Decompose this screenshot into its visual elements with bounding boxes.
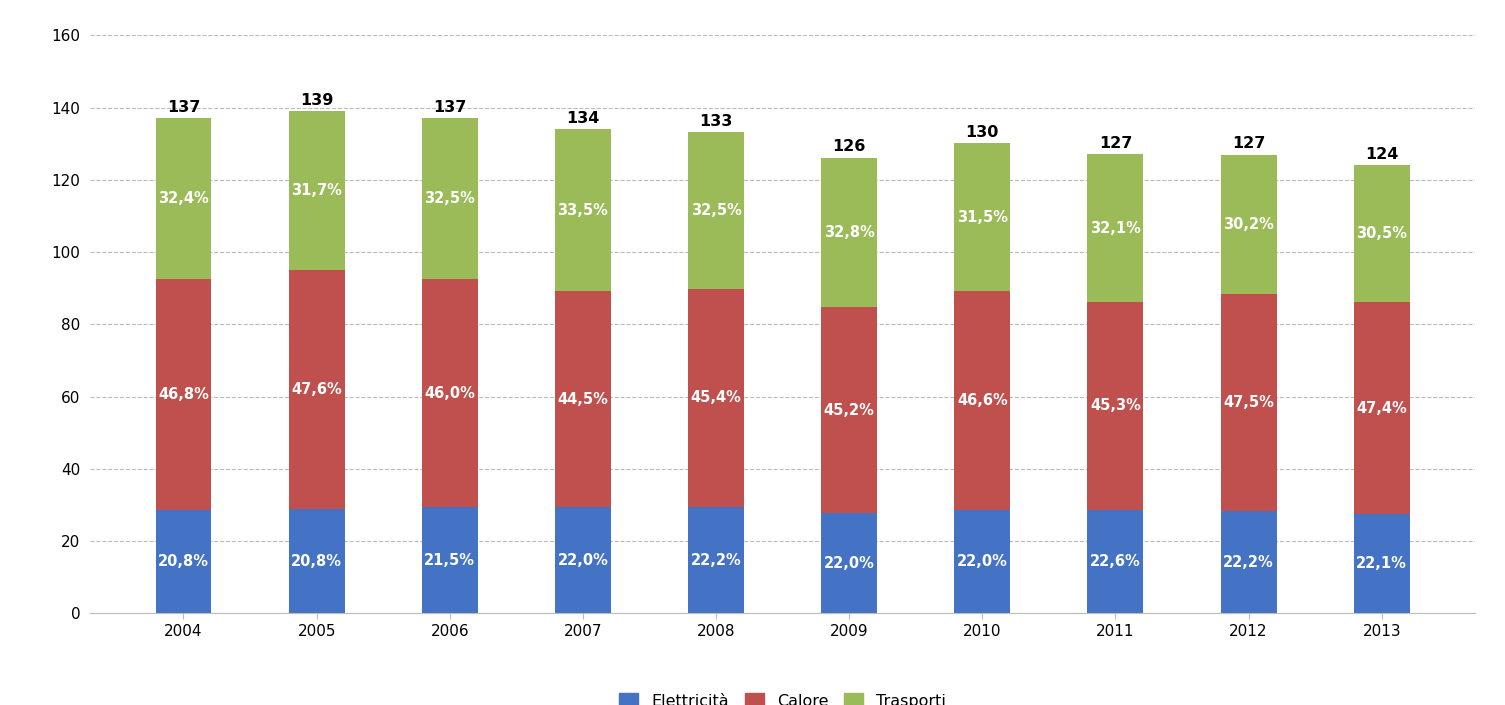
Bar [555, 291, 611, 507]
Bar [954, 143, 1010, 291]
Bar [421, 279, 477, 507]
Bar [1221, 512, 1276, 613]
Text: 44,5%: 44,5% [557, 391, 608, 407]
Text: 45,2%: 45,2% [823, 403, 874, 418]
Text: 22,2%: 22,2% [1224, 555, 1273, 570]
Text: 124: 124 [1365, 147, 1398, 161]
Bar [1354, 515, 1410, 613]
Bar [1088, 510, 1144, 613]
Text: 47,6%: 47,6% [292, 382, 342, 397]
Bar [421, 507, 477, 613]
Bar [421, 118, 477, 279]
Text: 137: 137 [433, 99, 467, 115]
Bar [155, 118, 211, 278]
Bar [555, 507, 611, 613]
Text: 126: 126 [832, 140, 865, 154]
Bar [688, 507, 743, 613]
Bar [1221, 293, 1276, 512]
Bar [1088, 154, 1144, 302]
Bar [155, 510, 211, 613]
Bar [1221, 155, 1276, 293]
Bar [289, 270, 345, 509]
Text: 133: 133 [700, 114, 733, 129]
Text: 22,2%: 22,2% [691, 553, 742, 568]
Bar [822, 158, 877, 307]
Text: 22,0%: 22,0% [557, 553, 608, 568]
Text: 20,8%: 20,8% [158, 554, 209, 570]
Text: 130: 130 [966, 125, 999, 140]
Text: 31,7%: 31,7% [290, 183, 342, 197]
Bar [1354, 302, 1410, 515]
Text: 139: 139 [299, 92, 333, 107]
Bar [289, 509, 345, 613]
Text: 45,4%: 45,4% [691, 390, 742, 405]
Text: 22,6%: 22,6% [1090, 554, 1141, 569]
Text: 33,5%: 33,5% [557, 203, 608, 218]
Text: 47,5%: 47,5% [1224, 395, 1275, 410]
Text: 22,0%: 22,0% [823, 556, 874, 571]
Text: 30,5%: 30,5% [1356, 226, 1407, 241]
Text: 47,4%: 47,4% [1356, 400, 1407, 416]
Text: 45,3%: 45,3% [1090, 398, 1141, 413]
Text: 134: 134 [566, 111, 599, 125]
Bar [822, 307, 877, 513]
Text: 21,5%: 21,5% [424, 553, 476, 568]
Text: 127: 127 [1099, 136, 1132, 151]
Bar [1088, 302, 1144, 510]
Bar [954, 291, 1010, 510]
Bar [688, 133, 743, 288]
Text: 32,5%: 32,5% [424, 191, 476, 207]
Text: 32,5%: 32,5% [691, 203, 742, 218]
Bar [688, 288, 743, 507]
Text: 31,5%: 31,5% [957, 209, 1008, 225]
Bar [954, 510, 1010, 613]
Text: 32,8%: 32,8% [823, 226, 874, 240]
Bar [289, 111, 345, 270]
Text: 30,2%: 30,2% [1224, 216, 1275, 232]
Bar [555, 129, 611, 291]
Text: 46,0%: 46,0% [424, 386, 476, 400]
Text: 32,1%: 32,1% [1090, 221, 1141, 235]
Text: 20,8%: 20,8% [290, 553, 342, 569]
Bar [155, 278, 211, 510]
Text: 127: 127 [1233, 136, 1266, 151]
Text: 46,6%: 46,6% [957, 393, 1008, 408]
Bar [1354, 165, 1410, 302]
Text: 46,8%: 46,8% [158, 387, 209, 402]
Text: 22,0%: 22,0% [957, 554, 1008, 569]
Text: 137: 137 [167, 99, 200, 115]
Text: 32,4%: 32,4% [158, 191, 209, 206]
Legend: Elettricità, Calore, Trasporti: Elettricità, Calore, Trasporti [611, 685, 954, 705]
Text: 22,1%: 22,1% [1356, 556, 1407, 571]
Bar [822, 513, 877, 613]
